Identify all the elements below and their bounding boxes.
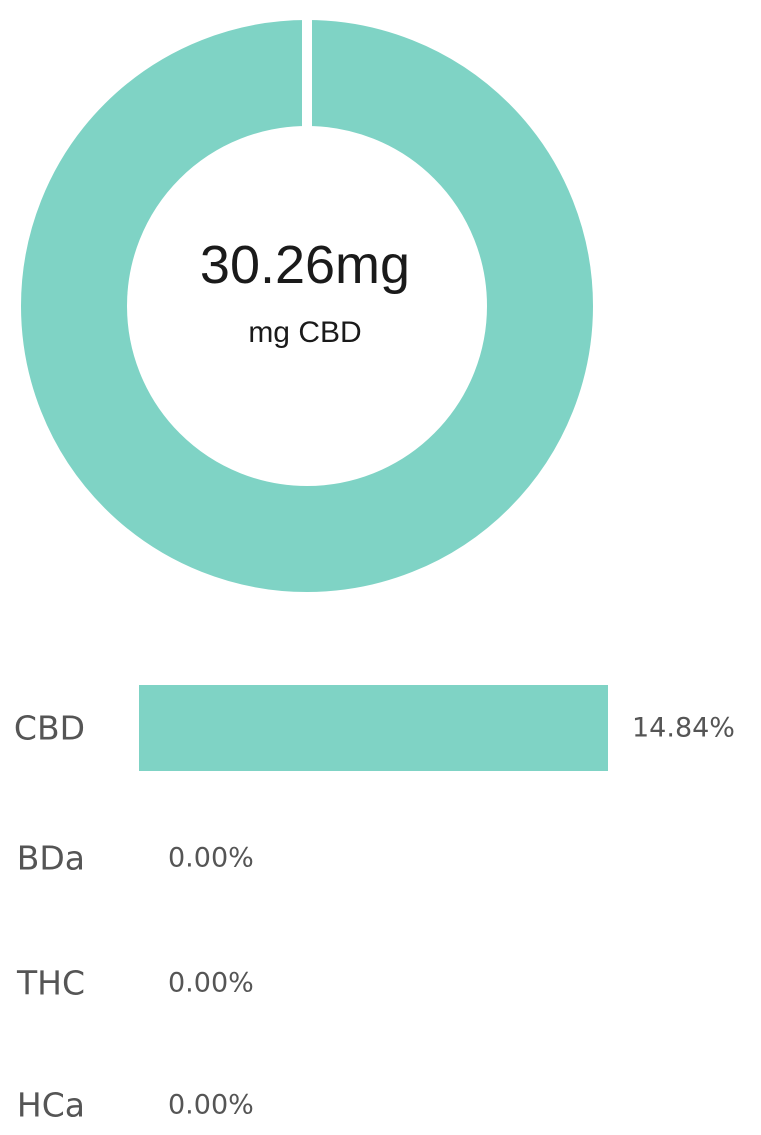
- bar-value-bda: 0.00%: [168, 842, 254, 874]
- donut-slice-gap: [302, 0, 312, 130]
- donut-center-unit: mg CBD: [248, 316, 361, 349]
- bar-row-bda: BDa 0.00%: [0, 828, 761, 888]
- bar-value-thc: 0.00%: [168, 967, 254, 999]
- bar-label-bda: BDa: [16, 838, 85, 878]
- donut-center-value: 30.26mg: [200, 235, 410, 295]
- bar-row-hca: HCa 0.00%: [0, 1075, 761, 1135]
- bar-row-cbd: CBD 14.84%: [0, 685, 761, 771]
- bar-label-thc: THC: [16, 963, 85, 1003]
- donut-slice-cbd: [21, 20, 593, 592]
- bar-row-thc: THC 0.00%: [0, 953, 761, 1013]
- bar-value-hca: 0.00%: [168, 1089, 254, 1121]
- bar-cbd: [139, 685, 608, 771]
- bar-value-cbd: 14.84%: [632, 712, 735, 744]
- cbd-donut-chart: 30.26mg mg CBD: [21, 0, 593, 592]
- bar-label-hca: HCa: [16, 1085, 85, 1125]
- bar-label-cbd: CBD: [13, 708, 85, 748]
